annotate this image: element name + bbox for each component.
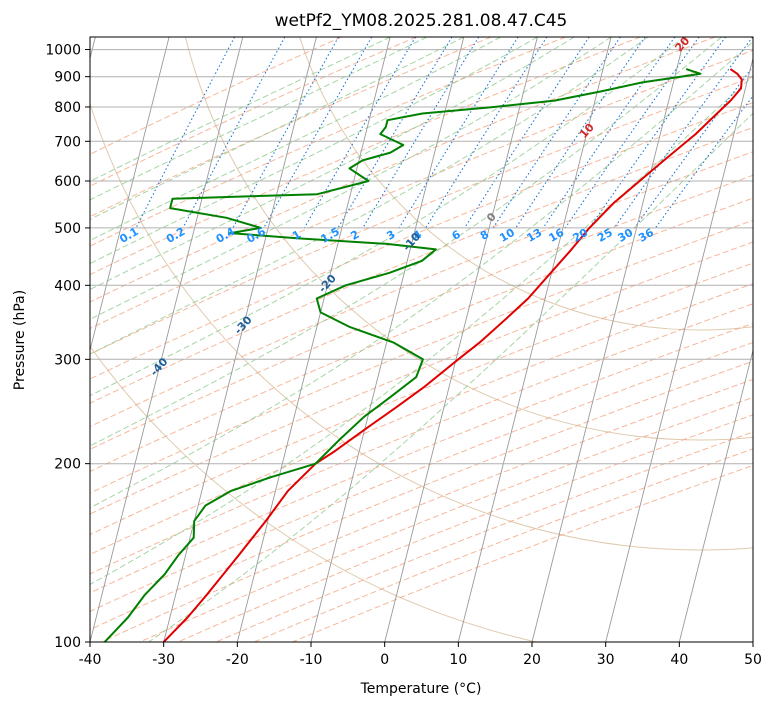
mixing-ratio-line [337,37,453,229]
y-tick-label: 900 [54,70,81,86]
isotherm-line [90,37,170,353]
mixing-ratio-line [135,37,236,229]
mixing-ratio-line [564,37,700,229]
x-tick-label: 10 [449,652,467,668]
x-tick-label: -20 [226,652,249,668]
x-axis-label: Temperature (°C) [360,681,482,697]
moist-adiabat-line [90,37,612,320]
background-arc [90,101,753,551]
y-tick-label: 400 [54,278,81,294]
dry-adiabat-line [90,360,753,631]
mixing-ratio-line [515,37,646,229]
plot-frame [89,36,754,643]
y-tick-label: 700 [54,134,81,150]
moist-adiabat-line [90,37,649,355]
mixing-ratio-line [613,37,753,229]
isotherm-line [163,37,317,642]
background-arc [299,37,753,331]
background-arc [185,37,753,441]
y-axis-label: Pressure (hPa) [12,290,28,390]
dry-adiabat-line [90,322,753,594]
y-tick-label: 500 [54,221,81,237]
x-tick-label: 20 [523,652,541,668]
isotherm-line [236,37,391,642]
y-tick-label: 800 [54,100,81,116]
moist-adiabat-line [90,37,428,201]
x-tick-label: 50 [744,652,762,668]
dry-adiabat-line [90,37,342,155]
y-tick-label: 100 [54,635,81,651]
y-tick-label: 300 [54,352,81,368]
axes: -40 -30 -20 -10 0 10 20 30 40 50 100 200 300 400 500 60… [45,43,762,668]
mixing-ratio-line [464,37,590,229]
mixing-ratio-line [362,37,480,229]
chart-title: wetPf2_YM08.2025.281.08.47.C45 [275,11,568,31]
moist-adiabat-line [90,37,538,265]
y-tick-label: 1000 [45,43,81,59]
dry-adiabat-line [101,378,753,642]
x-tick-label: 0 [380,652,389,668]
x-tick-label: -10 [300,652,323,668]
mixing-ratio-line [542,37,676,229]
dry-adiabat-line [90,76,753,355]
dry-adiabat-line [90,126,753,404]
temperature-series-line [162,68,743,642]
moist-adiabat-line [90,37,575,290]
mixing-ratio-line [182,37,286,229]
dewpoint-series-line [103,68,702,642]
isotherm-line [90,37,244,642]
x-tick-label: 40 [670,652,688,668]
dry-adiabat-line [90,174,753,450]
mixing-ratio-line [492,37,621,229]
dry-adiabat-line [90,283,753,555]
isotherm-line [678,348,753,642]
dry-adiabat-line [90,219,753,494]
mixing-ratio-line [398,37,519,229]
mixing-ratio-line [589,37,727,229]
x-tick-label: -40 [79,652,102,668]
mixing-ratio-line [232,37,339,229]
y-tick-label: 600 [54,174,81,190]
mixing-ratio-line [655,94,753,229]
moist-adiabat-line [148,112,753,642]
y-tick-label: 200 [54,457,81,473]
dry-adiabat-line [90,49,753,330]
dry-adiabat-line [90,151,753,428]
isotherm-line [605,56,753,642]
isotherm-line [531,37,686,642]
isotherm-line [457,37,612,642]
x-tick-label: 30 [597,652,615,668]
profile-series [103,68,743,642]
moist-adiabat-line [90,41,753,509]
moist-adiabat-line [90,37,501,241]
dry-adiabat-line [90,262,753,536]
isotherm-line [384,37,538,642]
x-tick-label: -30 [152,652,175,668]
